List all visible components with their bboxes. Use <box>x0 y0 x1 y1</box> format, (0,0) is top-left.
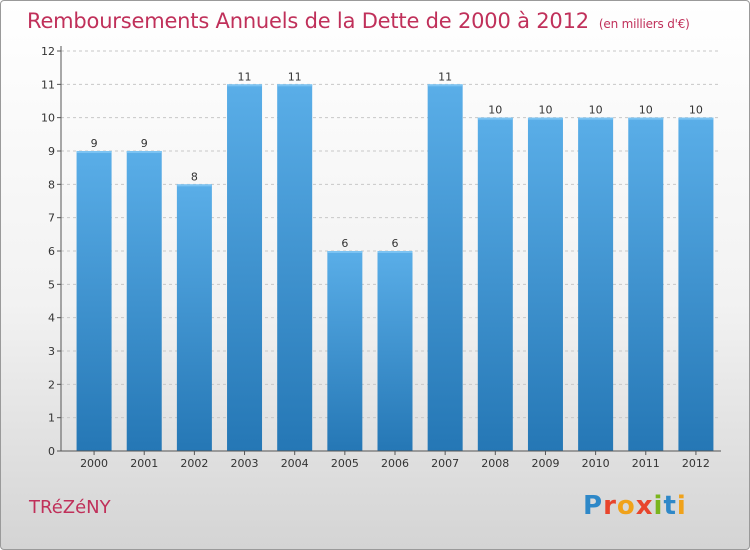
bar <box>176 184 212 452</box>
bar <box>578 117 614 452</box>
chart-title: Remboursements Annuels de la Dette de 20… <box>27 9 690 33</box>
logo-letter: i <box>653 491 664 521</box>
y-tick-label: 6 <box>48 245 55 258</box>
x-tick-label: 2004 <box>281 457 309 470</box>
bar-top-edge <box>628 117 664 120</box>
y-tick-label: 12 <box>41 45 55 58</box>
chart-title-text: Remboursements Annuels de la Dette de 20… <box>27 9 589 33</box>
logo-letter: o <box>616 491 636 521</box>
data-label: 10 <box>538 104 552 117</box>
data-label: 6 <box>392 237 399 250</box>
data-label: 9 <box>91 137 98 150</box>
data-label: 10 <box>589 104 603 117</box>
bar-top-edge <box>527 117 563 120</box>
bar <box>527 117 563 452</box>
data-label: 10 <box>689 104 703 117</box>
logo-letter: x <box>635 491 654 521</box>
bar-top-edge <box>126 151 162 153</box>
x-tick-label: 2003 <box>231 457 259 470</box>
proxiti-logo: Proxiti <box>583 491 687 521</box>
y-tick-label: 3 <box>48 345 55 358</box>
bar <box>126 151 162 451</box>
x-tick-label: 2000 <box>80 457 108 470</box>
x-tick-label: 2012 <box>682 457 710 470</box>
x-tick-label: 2011 <box>632 457 660 470</box>
data-label: 10 <box>488 104 502 117</box>
logo-letter: i <box>676 491 687 521</box>
data-label: 11 <box>438 70 452 83</box>
x-tick-label: 2005 <box>331 457 359 470</box>
x-tick-label: 2010 <box>582 457 610 470</box>
bar <box>477 117 513 452</box>
bar-top-edge <box>227 84 263 87</box>
data-label: 10 <box>639 104 653 117</box>
logo-letter: r <box>603 491 617 521</box>
bar-top-edge <box>427 84 463 87</box>
bar <box>427 84 463 451</box>
bar-top-edge <box>678 117 714 120</box>
data-label: 6 <box>341 237 348 250</box>
bar <box>628 117 664 452</box>
y-tick-label: 1 <box>48 412 55 425</box>
bar <box>678 117 714 452</box>
data-label: 8 <box>191 170 198 183</box>
y-tick-label: 11 <box>41 78 55 91</box>
data-label: 9 <box>141 137 148 150</box>
data-label: 11 <box>238 70 252 83</box>
x-tick-label: 2007 <box>431 457 459 470</box>
bar-top-edge <box>327 251 363 253</box>
chart-unit: (en milliers d'€) <box>598 17 690 31</box>
x-tick-label: 2009 <box>531 457 559 470</box>
x-tick-label: 2001 <box>130 457 158 470</box>
y-tick-label: 2 <box>48 378 55 391</box>
bar-top-edge <box>277 84 313 87</box>
town-name: TRéZéNY <box>29 497 111 518</box>
bar <box>277 84 313 451</box>
y-tick-label: 7 <box>48 212 55 225</box>
bar <box>327 251 363 451</box>
y-tick-label: 4 <box>48 312 55 325</box>
y-tick-label: 9 <box>48 145 55 158</box>
x-tick-label: 2006 <box>381 457 409 470</box>
bar <box>377 251 413 451</box>
y-tick-label: 0 <box>48 445 55 458</box>
logo-letter: P <box>583 491 604 521</box>
data-label: 11 <box>288 70 302 83</box>
y-tick-label: 5 <box>48 278 55 291</box>
y-tick-label: 10 <box>41 112 55 125</box>
x-tick-label: 2002 <box>180 457 208 470</box>
bar <box>76 151 112 451</box>
bar-top-edge <box>176 184 212 187</box>
x-tick-label: 2008 <box>481 457 509 470</box>
y-tick-label: 8 <box>48 178 55 191</box>
logo-letter: t <box>663 491 677 521</box>
bar-top-edge <box>76 151 112 153</box>
bar-top-edge <box>578 117 614 120</box>
bar <box>227 84 263 451</box>
bar-top-edge <box>377 251 413 253</box>
bar-top-edge <box>477 117 513 120</box>
